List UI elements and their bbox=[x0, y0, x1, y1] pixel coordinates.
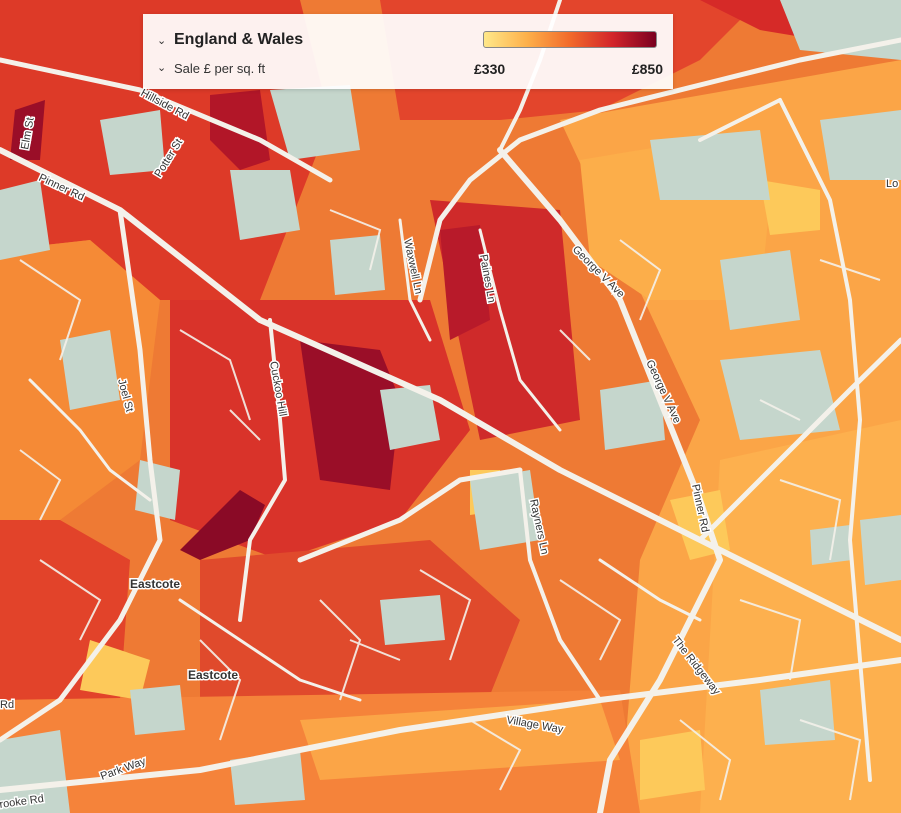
minor-streets bbox=[19, 209, 881, 801]
street-label-love-ln: Lo bbox=[886, 178, 898, 190]
legend-panel: ⌄ England & Wales ⌄ Sale £ per sq. ft £3… bbox=[143, 14, 673, 89]
place-label-eastcote-south: Eastcote bbox=[188, 668, 238, 682]
legend-max-value: £850 bbox=[631, 61, 663, 77]
metric-selector[interactable]: Sale £ per sq. ft bbox=[174, 61, 266, 76]
legend-min-value: £330 bbox=[474, 61, 506, 77]
color-ramp bbox=[483, 31, 657, 48]
street-label-rd-edge: Rd bbox=[0, 699, 14, 711]
metric-dropdown-chevron-icon[interactable]: ⌄ bbox=[157, 62, 167, 74]
place-labels: Eastcote Eastcote bbox=[129, 576, 240, 684]
region-dropdown-chevron-icon[interactable]: ⌄ bbox=[157, 35, 167, 47]
region-selector[interactable]: England & Wales bbox=[174, 31, 304, 48]
place-label-eastcote-north: Eastcote bbox=[130, 577, 180, 591]
